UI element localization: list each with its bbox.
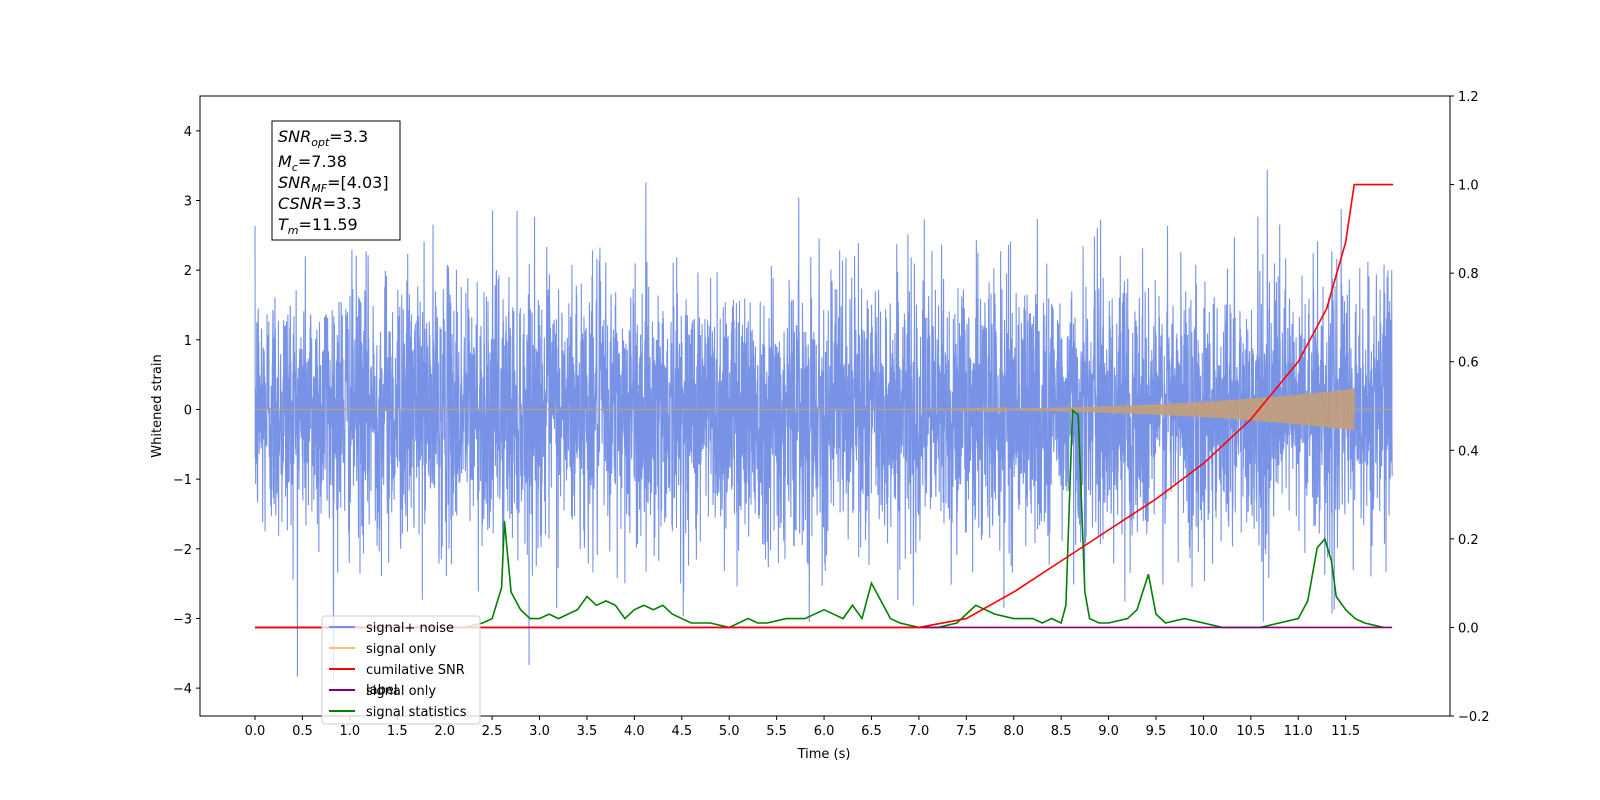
mc-symbol: M — [278, 152, 292, 171]
signal-noise-line — [254, 169, 1393, 682]
mc-value: =7.38 — [298, 152, 347, 171]
x-tick-label-5: 2.5 — [482, 724, 503, 739]
mc-line: Mc=7.38 — [278, 152, 347, 174]
snr-mf-value: =[4.03] — [327, 173, 389, 192]
right-y-tick-label-3: 0.6 — [1458, 356, 1479, 371]
left-y-axis-label: Whitened strain — [150, 354, 165, 457]
x-tick-label-1: 0.5 — [292, 724, 313, 739]
x-tick-label-15: 7.5 — [956, 724, 977, 739]
tm-symbol: T — [278, 215, 289, 234]
legend-label-label: label — [366, 683, 397, 698]
series-layer — [254, 169, 1394, 682]
x-tick-label-11: 5.5 — [766, 724, 787, 739]
x-tick-label-4: 2.0 — [434, 724, 455, 739]
x-tick-label-17: 8.5 — [1051, 724, 1072, 739]
legend-label-cumulative-snr: cumilative SNR — [366, 663, 465, 678]
snr-opt-symbol: SNR — [278, 127, 311, 146]
mc-subscript: c — [292, 161, 298, 174]
x-tick-label-13: 6.5 — [861, 724, 882, 739]
right-y-tick-label-6: 0.0 — [1458, 621, 1479, 636]
x-tick-label-12: 6.0 — [814, 724, 835, 739]
snr-mf-subscript: MF — [311, 182, 327, 195]
right-y-tick-label-5: 0.2 — [1458, 533, 1479, 548]
csnr-value: =3.3 — [323, 194, 362, 213]
right-y-tick-label-0: 1.2 — [1458, 90, 1479, 105]
right-y-tick-label-2: 0.8 — [1458, 267, 1479, 282]
x-tick-label-10: 5.0 — [719, 724, 740, 739]
x-tick-label-21: 10.5 — [1236, 724, 1265, 739]
left-y-tick-label-1: 3 — [184, 194, 192, 209]
left-y-tick-label-6: −2 — [173, 543, 192, 558]
left-y-tick-label-3: 1 — [184, 334, 192, 349]
x-tick-label-19: 9.5 — [1146, 724, 1167, 739]
x-tick-label-22: 11.0 — [1284, 724, 1313, 739]
signal-statistics-line — [255, 408, 1384, 629]
snr-opt-subscript: opt — [311, 136, 330, 149]
x-tick-label-20: 10.0 — [1189, 724, 1218, 739]
x-tick-label-18: 9.0 — [1098, 724, 1119, 739]
left-y-axis: 4 3 2 1 0 −1 −2 −3 −4 — [173, 125, 200, 697]
x-tick-label-0: 0.0 — [245, 724, 266, 739]
right-y-tick-label-4: 0.4 — [1458, 444, 1479, 459]
plot-frame — [199, 95, 1451, 717]
x-tick-label-6: 3.0 — [529, 724, 550, 739]
snr-mf-line: SNRMF=[4.03] — [278, 173, 389, 195]
tm-line: Tm=11.59 — [278, 215, 358, 237]
tm-value: =11.59 — [299, 215, 358, 234]
x-tick-label-23: 11.5 — [1331, 724, 1360, 739]
right-y-tick-label-7: −0.2 — [1458, 710, 1490, 725]
x-axis-label: Time (s) — [797, 747, 851, 762]
legend-label-signal-only-ghost: signal only — [366, 684, 436, 699]
legend-label-signal-only: signal only — [366, 642, 436, 657]
tm-subscript: m — [288, 224, 299, 237]
left-y-tick-label-7: −3 — [173, 612, 192, 627]
x-tick-label-3: 1.5 — [387, 724, 408, 739]
csnr-line: CSNR=3.3 — [278, 194, 362, 213]
left-y-tick-label-5: −1 — [173, 473, 192, 488]
snr-mf-symbol: SNR — [278, 173, 311, 192]
x-tick-label-9: 4.5 — [671, 724, 692, 739]
x-tick-label-8: 4.0 — [624, 724, 645, 739]
legend-label-signal-noise: signal+ noise — [366, 621, 454, 636]
csnr-symbol: CSNR — [278, 194, 323, 213]
info-box: SNRopt=3.3 Mc=7.38 SNRMF=[4.03] CSNR=3.3… — [271, 120, 401, 241]
right-y-axis: 1.2 1.0 0.8 0.6 0.4 0.2 0.0 −0.2 — [1450, 90, 1490, 725]
x-tick-label-7: 3.5 — [577, 724, 598, 739]
x-tick-label-2: 1.0 — [340, 724, 361, 739]
x-tick-label-14: 7.0 — [909, 724, 930, 739]
x-axis: 0.0 0.5 1.0 1.5 2.0 2.5 3.0 3.5 4.0 4.5 5.0 5.5 6.0 6… — [245, 716, 1360, 739]
left-y-tick-label-4: 0 — [184, 403, 192, 418]
cumulative-snr-line — [255, 183, 1394, 629]
left-y-tick-label-0: 4 — [184, 125, 192, 140]
legend-label-signal-statistics: signal statistics — [366, 705, 467, 720]
legend: signal+ noise signal only cumilative SNR… — [321, 615, 481, 725]
signal-only-line — [255, 388, 1393, 431]
snr-opt-line: SNRopt=3.3 — [278, 127, 368, 149]
snr-opt-value: =3.3 — [329, 127, 368, 146]
right-y-tick-label-1: 1.0 — [1458, 179, 1479, 194]
left-y-tick-label-8: −4 — [173, 682, 192, 697]
left-y-tick-label-2: 2 — [184, 264, 192, 279]
x-tick-label-16: 8.0 — [1003, 724, 1024, 739]
